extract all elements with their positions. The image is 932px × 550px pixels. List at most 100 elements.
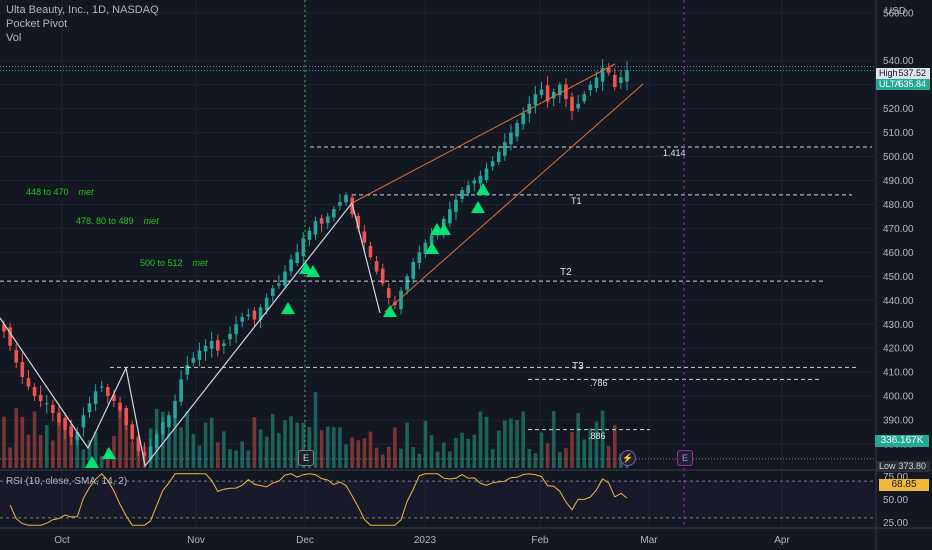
candle-body bbox=[368, 245, 373, 258]
candle-body bbox=[240, 317, 245, 322]
volume-bar bbox=[295, 422, 299, 468]
volume-bar bbox=[503, 420, 507, 468]
volume-bar bbox=[277, 433, 281, 468]
candle-body bbox=[515, 123, 519, 137]
pocket-pivot-marker bbox=[102, 447, 116, 459]
candle-body bbox=[38, 394, 43, 401]
candle-body bbox=[564, 84, 568, 100]
volume-bar bbox=[411, 447, 416, 468]
volume-bar bbox=[564, 448, 568, 468]
volume-bar bbox=[429, 435, 434, 468]
y-tick-label: 490.00 bbox=[883, 176, 914, 187]
x-tick-label: Feb bbox=[531, 535, 549, 546]
candle-body bbox=[136, 437, 141, 452]
volume-bars bbox=[2, 392, 629, 468]
earnings-badge-mar[interactable]: E bbox=[677, 450, 693, 466]
volume-bar bbox=[112, 435, 116, 468]
candle-body bbox=[594, 77, 599, 89]
candle-body bbox=[161, 422, 165, 435]
fib-886-label: .886 bbox=[588, 431, 606, 441]
volume-bar bbox=[191, 434, 196, 468]
candle-body bbox=[374, 261, 379, 272]
candle-body bbox=[325, 216, 330, 224]
candle-body bbox=[448, 209, 452, 224]
candle-body bbox=[167, 415, 171, 428]
high-price-tag: High 537.52 bbox=[876, 68, 930, 79]
volume-bar bbox=[606, 446, 611, 468]
volume-bar bbox=[558, 452, 562, 468]
vol-label: Vol bbox=[6, 32, 22, 44]
volume-bar bbox=[539, 432, 544, 468]
volume-bar bbox=[570, 432, 574, 468]
candle-body bbox=[20, 362, 25, 377]
volume-bar bbox=[167, 433, 171, 468]
volume-bar bbox=[301, 422, 306, 468]
y-tick-label: 500.00 bbox=[883, 152, 914, 163]
volume-bar bbox=[258, 429, 263, 468]
volume-bar bbox=[594, 421, 599, 468]
candle-body bbox=[600, 67, 605, 82]
candle-body bbox=[313, 221, 318, 235]
volume-bar bbox=[393, 427, 397, 468]
candle-body bbox=[277, 283, 281, 286]
candle-body bbox=[582, 94, 587, 102]
candle-body bbox=[8, 327, 12, 346]
met-annotation-1: 448 to 470 met bbox=[26, 187, 94, 197]
candle-body bbox=[112, 394, 116, 401]
met-annotation-2: 478. 80 to 489 met bbox=[76, 216, 159, 226]
candle-body bbox=[362, 231, 367, 243]
y-tick-label: 430.00 bbox=[883, 320, 914, 331]
candle-body bbox=[558, 84, 562, 96]
candle-body bbox=[32, 386, 37, 397]
volume-bar bbox=[417, 453, 422, 468]
volume-bar bbox=[496, 430, 501, 468]
y-tick-label: 450.00 bbox=[883, 272, 914, 283]
x-tick-label: 2023 bbox=[414, 535, 437, 546]
earnings-badge-dec[interactable]: E bbox=[298, 450, 314, 466]
volume-bar bbox=[466, 438, 470, 468]
volume-bar bbox=[57, 419, 61, 468]
candle-body bbox=[625, 70, 629, 82]
candle-body bbox=[148, 446, 153, 460]
volume-bar bbox=[93, 432, 98, 468]
rsi-tick-label: 25.00 bbox=[883, 518, 908, 529]
candle-body bbox=[484, 168, 489, 181]
candle-body bbox=[99, 386, 104, 388]
pocket-pivot-marker bbox=[437, 223, 451, 235]
volume-bar bbox=[545, 443, 550, 468]
volume-bar bbox=[472, 434, 477, 468]
x-tick-label: Dec bbox=[296, 535, 314, 546]
candle-body bbox=[429, 235, 434, 245]
candle-body bbox=[399, 290, 403, 310]
flash-icon[interactable]: ⚡ bbox=[620, 450, 636, 466]
volume-bar bbox=[576, 413, 580, 468]
candle-body bbox=[81, 415, 86, 428]
pocket-pivot-marker bbox=[383, 305, 397, 317]
volume-bar bbox=[356, 440, 361, 468]
fib-786-label: .786 bbox=[590, 378, 608, 388]
candle-body bbox=[191, 357, 196, 363]
candle-body bbox=[124, 408, 128, 425]
candle-body bbox=[87, 403, 92, 413]
candlesticks bbox=[2, 59, 629, 462]
volume-bar bbox=[454, 437, 458, 468]
candle-body bbox=[570, 96, 574, 112]
pocket-pivot-marker bbox=[476, 183, 490, 195]
volume-bar bbox=[344, 444, 348, 468]
volume-bar bbox=[14, 408, 19, 468]
volume-bar bbox=[582, 439, 587, 468]
volume-bar bbox=[600, 410, 605, 468]
volume-bar bbox=[313, 392, 318, 468]
volume-bar bbox=[460, 432, 464, 468]
volume-bar bbox=[533, 453, 538, 468]
volume-bar bbox=[380, 454, 385, 468]
volume-bar bbox=[118, 408, 122, 468]
volume-bar bbox=[350, 437, 354, 468]
candle-body bbox=[338, 202, 342, 206]
volume-bar bbox=[203, 422, 208, 468]
volume-bar bbox=[289, 416, 293, 468]
volume-bar bbox=[252, 417, 257, 468]
candle-body bbox=[215, 340, 220, 351]
